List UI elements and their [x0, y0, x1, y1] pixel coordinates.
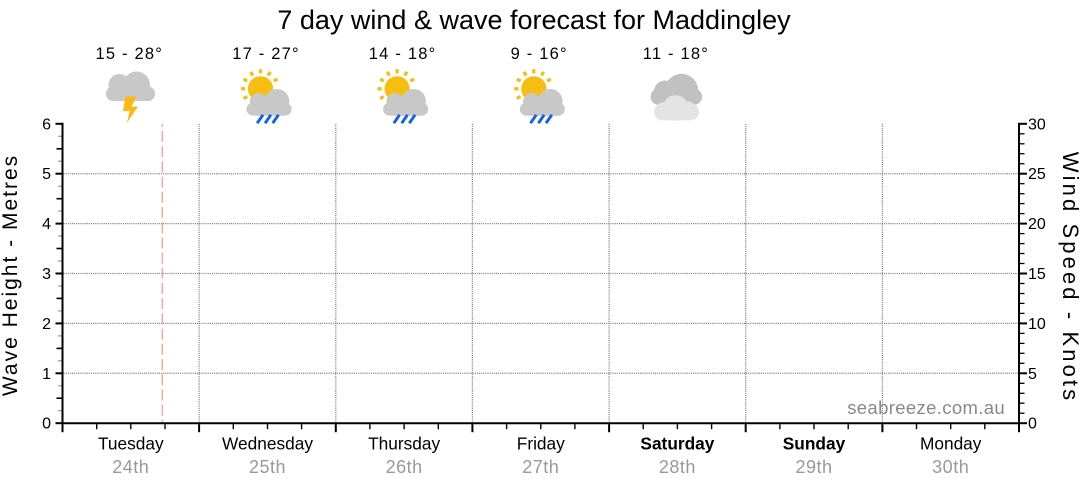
svg-text:17 - 27°: 17 - 27° [232, 45, 300, 63]
svg-text:11 - 18°: 11 - 18° [643, 45, 709, 63]
svg-text:3: 3 [42, 266, 51, 283]
svg-text:20: 20 [1028, 216, 1046, 233]
svg-text:seabreeze.com.au: seabreeze.com.au [847, 397, 1005, 418]
svg-text:15 - 28°: 15 - 28° [96, 45, 164, 63]
svg-text:Monday: Monday [920, 433, 982, 453]
svg-text:15: 15 [1028, 266, 1046, 283]
svg-text:14 - 18°: 14 - 18° [369, 45, 437, 63]
svg-text:10: 10 [1028, 316, 1046, 333]
svg-text:9 - 16°: 9 - 16° [511, 45, 568, 63]
svg-text:29th: 29th [795, 457, 832, 477]
svg-text:4: 4 [42, 216, 51, 233]
svg-text:5: 5 [1028, 366, 1037, 383]
svg-text:Sunday: Sunday [783, 433, 846, 453]
svg-text:24th: 24th [112, 457, 149, 477]
svg-text:1: 1 [42, 366, 51, 383]
svg-text:25: 25 [1028, 166, 1046, 183]
svg-text:2: 2 [42, 316, 51, 333]
svg-text:Wind Speed - Knots: Wind Speed - Knots [1058, 152, 1080, 403]
svg-text:26th: 26th [386, 457, 423, 477]
svg-text:0: 0 [42, 416, 51, 433]
svg-text:Tuesday: Tuesday [98, 433, 164, 453]
svg-text:28th: 28th [659, 457, 696, 477]
svg-text:0: 0 [1028, 416, 1037, 433]
svg-text:7 day wind & wave forecast for: 7 day wind & wave forecast for Maddingle… [277, 5, 791, 35]
svg-text:27th: 27th [522, 457, 559, 477]
svg-text:25th: 25th [249, 457, 286, 477]
svg-text:30: 30 [1028, 116, 1046, 133]
svg-text:5: 5 [42, 166, 51, 183]
svg-text:Wednesday: Wednesday [222, 433, 313, 453]
svg-text:Thursday: Thursday [368, 433, 440, 453]
svg-text:30th: 30th [932, 457, 969, 477]
svg-text:Wave Height - Metres: Wave Height - Metres [0, 154, 22, 396]
svg-text:Saturday: Saturday [640, 433, 714, 453]
svg-text:6: 6 [42, 116, 51, 133]
svg-text:Friday: Friday [517, 433, 565, 453]
